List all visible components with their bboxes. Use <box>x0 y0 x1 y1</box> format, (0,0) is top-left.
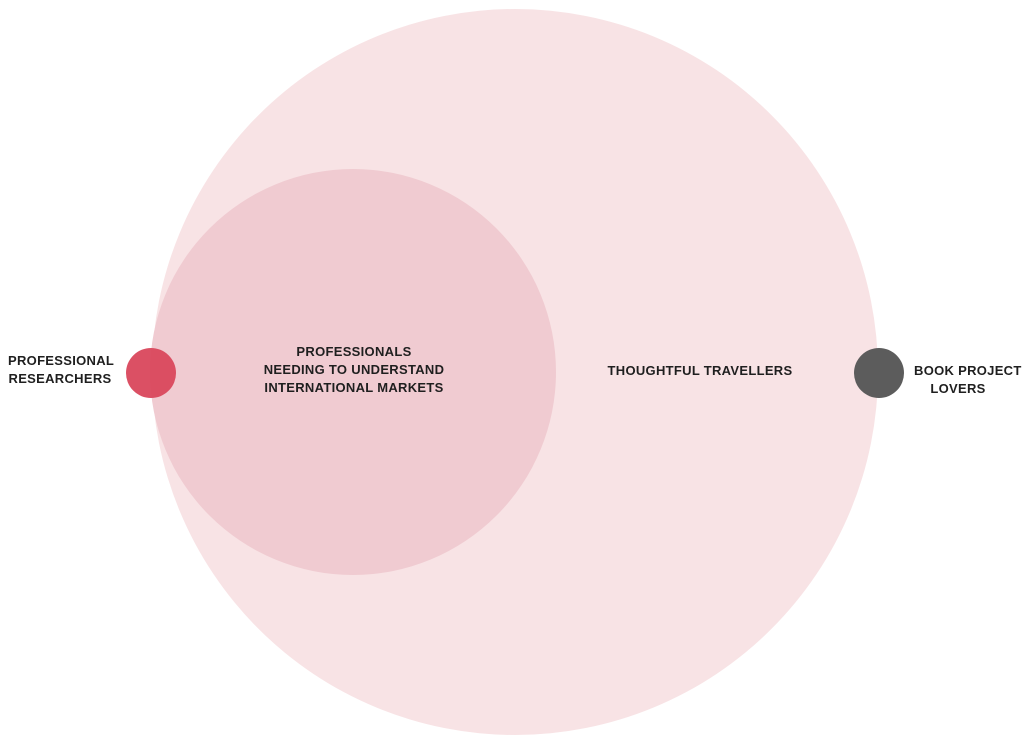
book-project-lovers-dot <box>854 348 904 398</box>
professionals-label-line-2: NEEDING TO UNDERSTAND <box>263 362 445 377</box>
professionals-label-line-3: INTERNATIONAL MARKETS <box>264 380 444 395</box>
book-project-lovers-label: BOOK PROJECT LOVERS <box>914 362 1022 398</box>
professional-researchers-label: PROFESSIONAL RESEARCHERS <box>8 352 115 388</box>
professionals-label: PROFESSIONALS NEEDING TO UNDERSTAND INTE… <box>244 343 464 397</box>
book-project-lovers-label-line-1: BOOK PROJECT <box>914 363 1022 378</box>
professionals-label-line-1: PROFESSIONALS <box>296 344 412 359</box>
professional-researchers-dot <box>126 348 176 398</box>
professionals-circle <box>150 169 556 575</box>
professional-researchers-label-line-1: PROFESSIONAL <box>8 353 115 368</box>
book-project-lovers-label-line-2: LOVERS <box>930 381 986 396</box>
thoughtful-travellers-label: THOUGHTFUL TRAVELLERS <box>600 362 800 380</box>
thoughtful-travellers-label-text: THOUGHTFUL TRAVELLERS <box>607 363 793 378</box>
professional-researchers-label-line-2: RESEARCHERS <box>8 371 112 386</box>
